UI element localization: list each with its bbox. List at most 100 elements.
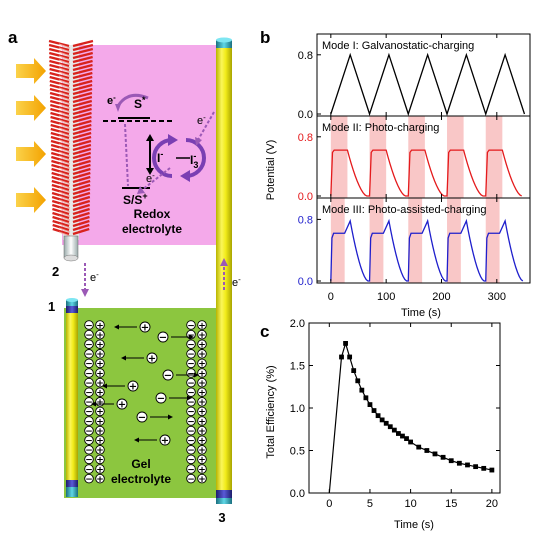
fiber-bristle	[72, 99, 93, 108]
charge-circle	[197, 358, 207, 369]
series-line	[330, 52, 526, 117]
fiber-bristle	[50, 119, 70, 128]
panel-b-xlabel: Time (s)	[401, 307, 441, 319]
fiber-bristle	[51, 171, 70, 180]
charge-sign: +	[198, 456, 206, 466]
fiber-bristle-highlight	[58, 87, 71, 93]
ion-circle	[127, 380, 139, 392]
charge-circle	[197, 368, 207, 378]
fiber-bristle	[50, 115, 70, 124]
fiber-bristle-highlight	[58, 143, 71, 149]
charge-circle	[84, 349, 94, 359]
ion-circle	[139, 321, 151, 333]
charge-circle	[197, 416, 207, 426]
fiber-bristle-highlight	[58, 159, 71, 165]
efficiency-point	[371, 408, 377, 413]
y-tick-label: 1.5	[290, 361, 305, 373]
fiber-bristle	[72, 151, 92, 160]
fiber-bristle	[50, 143, 70, 152]
ion-arrowhead	[134, 437, 139, 443]
efficiency-point	[404, 436, 409, 441]
fiber-bristle	[49, 95, 70, 104]
ion-arrowhead	[168, 414, 173, 420]
fiber-bristle	[51, 199, 70, 208]
injection-arrow-icon	[116, 93, 149, 107]
ion-arrowhead	[102, 383, 107, 389]
ion-arrowhead	[189, 334, 194, 340]
charge-sign: −	[187, 398, 195, 408]
fiber-bristle	[72, 87, 93, 96]
charge-sign: −	[187, 437, 195, 447]
fiber-bristle-highlight	[58, 99, 71, 105]
fiber-bristle	[72, 163, 91, 172]
fiber-bristle-highlight	[58, 63, 71, 69]
fiber-bristle	[50, 123, 70, 132]
charge-circle	[84, 320, 94, 330]
charge-sign: +	[96, 321, 104, 331]
fiber-bristle	[72, 159, 91, 168]
fiber-bristle-highlight	[58, 123, 71, 129]
charge-sign: −	[85, 398, 93, 408]
fiber-bristle-highlight	[58, 103, 71, 109]
charge-circle	[197, 397, 207, 407]
fiber-bristle	[72, 199, 91, 208]
charge-circle	[95, 425, 105, 436]
mobile-ions: +−+−+−+−+	[91, 321, 199, 447]
efficiency-point	[387, 424, 393, 430]
ion-sign: +	[148, 354, 156, 365]
efficiency-point	[351, 368, 357, 373]
fiber-bristle	[48, 51, 70, 60]
charge-sign: −	[85, 369, 93, 379]
charge-sign: −	[187, 379, 195, 389]
ion-sign: +	[141, 323, 149, 334]
node-label-3: 3	[218, 510, 225, 525]
x-tick-label: 10	[404, 498, 416, 510]
fiber-bristle	[50, 135, 70, 144]
fiber-bristle	[72, 71, 93, 80]
panel-c-xlabel: Time (s)	[394, 519, 434, 531]
fiber-bristle	[51, 187, 70, 196]
fiber-bristle	[72, 171, 91, 180]
y-tick-label: 0.8	[298, 214, 313, 226]
fiber-bristle	[72, 83, 93, 92]
fiber-bristle	[72, 183, 91, 192]
panel-letter-a: a	[8, 28, 18, 47]
charge-sign: +	[198, 341, 206, 351]
fiber-bristle-highlight	[58, 183, 71, 189]
y-tick-label: 0.8	[298, 132, 313, 144]
fiber-bristle	[51, 203, 70, 212]
fiber-bristle-highlight	[58, 215, 71, 221]
efficiency-point	[347, 354, 353, 360]
x-tick-label: 15	[445, 498, 457, 510]
ion-arrowhead	[194, 372, 199, 378]
node-label-1: 1	[48, 299, 55, 314]
fiber-bristle	[72, 175, 91, 184]
charge-sign: +	[96, 379, 104, 389]
charge-sign: +	[198, 360, 206, 370]
fiber-bristle	[72, 203, 91, 212]
efficiency-point	[400, 433, 405, 439]
ion-circle	[146, 352, 158, 364]
fiber-bristle-highlight	[58, 67, 71, 73]
charge-circle	[84, 377, 94, 388]
charge-sign: −	[187, 465, 195, 475]
efficiency-point	[367, 402, 373, 407]
charge-circle	[197, 454, 207, 465]
x-tick-label: 0	[328, 291, 334, 303]
charge-sign: −	[187, 456, 195, 466]
charge-circle	[84, 387, 94, 397]
charge-sign: −	[85, 446, 93, 456]
charge-sign: −	[85, 427, 93, 437]
charge-circle	[84, 435, 94, 445]
fiber-bristle	[48, 39, 70, 48]
panel-letter-b: b	[260, 28, 270, 47]
fiber-bristle	[72, 127, 92, 136]
charge-circle	[84, 473, 94, 484]
fiber-bristle-highlight	[58, 171, 71, 177]
charge-circle	[84, 368, 94, 378]
efficiency-point	[355, 378, 361, 384]
charge-sign: +	[198, 321, 206, 331]
efficiency-point	[448, 458, 454, 464]
charge-circle	[197, 339, 207, 349]
